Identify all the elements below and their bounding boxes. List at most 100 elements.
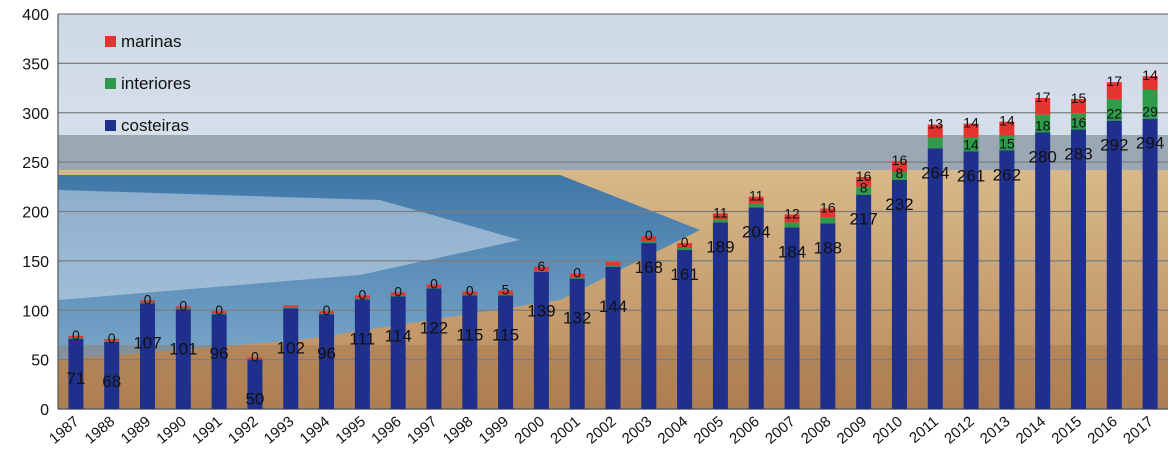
bar-marinas-2011 (927, 124, 943, 138)
bar-interiores-2011 (927, 137, 943, 149)
data-label-costeiras: 96 (210, 344, 229, 363)
bar-interiores-2004 (677, 248, 693, 251)
bar-interiores-2014 (1035, 114, 1051, 133)
bar-costeiras-1992 (247, 359, 263, 409)
bar-marinas-2017 (1142, 76, 1158, 91)
bar-costeiras-2007 (784, 227, 800, 409)
data-label-marinas: 0 (72, 327, 80, 343)
legend-swatch-marinas (105, 36, 116, 47)
x-tick-label: 2007 (762, 413, 798, 447)
x-tick-label: 2001 (547, 413, 583, 447)
data-label-marinas: 13 (927, 116, 943, 132)
bar-interiores-2001 (569, 277, 585, 279)
data-label-costeiras: 144 (599, 297, 627, 316)
bar-interiores-1990 (175, 308, 191, 310)
data-label-marinas: 14 (963, 115, 979, 131)
bar-marinas-2013 (999, 121, 1015, 136)
data-label-marinas: 16 (856, 168, 872, 184)
bar-interiores-1997 (426, 287, 442, 289)
bar-costeiras-2008 (820, 223, 836, 409)
data-label-interiores: 22 (1107, 106, 1123, 122)
data-label-costeiras: 101 (169, 339, 197, 358)
data-label-marinas: 0 (358, 286, 366, 302)
bar-costeiras-2012 (963, 151, 979, 409)
bar-costeiras-2006 (748, 207, 764, 409)
bar-marinas-2000 (533, 266, 549, 271)
bar-costeiras-2002 (605, 266, 621, 409)
bar-interiores-1987 (68, 337, 84, 339)
x-tick-label: 2006 (726, 413, 762, 447)
bar-interiores-2017 (1142, 90, 1158, 119)
x-tick-label: 2002 (583, 413, 619, 447)
data-label-marinas: 14 (1142, 67, 1158, 83)
data-label-marinas: 11 (749, 188, 764, 204)
bar-marinas-2006 (748, 196, 764, 204)
data-label-marinas: 6 (537, 258, 545, 274)
bar-marinas-2016 (1106, 82, 1122, 99)
bar-costeiras-2015 (1070, 129, 1086, 409)
bar-costeiras-2011 (927, 148, 943, 410)
data-label-costeiras: 114 (385, 326, 412, 345)
bar-costeiras-2009 (856, 194, 872, 409)
bar-marinas-1992 (247, 357, 263, 360)
data-label-marinas: 0 (179, 297, 187, 313)
data-label-costeiras: 68 (102, 372, 121, 391)
x-tick-label: 1999 (476, 413, 512, 447)
data-label-marinas: 17 (1035, 89, 1051, 105)
data-label-costeiras: 132 (563, 309, 591, 328)
y-tick-label: 250 (22, 155, 49, 172)
x-tick-label: 1994 (297, 413, 333, 447)
data-label-costeiras: 232 (885, 195, 913, 214)
bar-marinas-1991 (211, 311, 227, 314)
x-tick-label: 1990 (153, 413, 189, 447)
bar-costeiras-1999 (498, 295, 514, 409)
bar-costeiras-2005 (712, 222, 728, 409)
legend-label-costeiras: costeiras (121, 116, 189, 135)
bar-marinas-1996 (390, 292, 406, 296)
data-label-costeiras: 96 (317, 344, 336, 363)
legend-swatch-costeiras (105, 120, 116, 131)
x-tick-label: 1992 (225, 413, 261, 447)
bar-marinas-2001 (569, 273, 585, 278)
x-tick-label: 1991 (189, 413, 225, 447)
data-label-costeiras: 50 (245, 390, 264, 409)
data-label-marinas: 16 (892, 152, 908, 168)
x-tick-label: 2000 (511, 413, 547, 447)
data-label-costeiras: 102 (277, 338, 305, 357)
x-tick-label: 2013 (977, 413, 1013, 447)
x-tick-label: 2003 (619, 413, 655, 447)
bar-marinas-2007 (784, 214, 800, 223)
data-label-costeiras: 161 (670, 265, 698, 284)
data-label-interiores: 29 (1142, 104, 1158, 120)
data-label-costeiras: 262 (993, 165, 1021, 184)
data-label-costeiras: 107 (133, 333, 161, 352)
x-tick-label: 1993 (261, 413, 297, 447)
bar-interiores-2005 (712, 219, 728, 223)
legend: marinas interiores costeiras (105, 32, 191, 135)
x-tick-label: 2008 (798, 413, 834, 447)
bar-costeiras-2013 (999, 150, 1015, 409)
data-label-marinas: 15 (1071, 90, 1087, 106)
bars-group (68, 76, 1158, 410)
data-label-marinas: 0 (681, 234, 689, 250)
bar-interiores-2006 (748, 203, 764, 208)
bar-interiores-2015 (1070, 113, 1086, 130)
bar-costeiras-2017 (1142, 118, 1158, 410)
bar-costeiras-1998 (462, 295, 478, 409)
bar-interiores-1993 (283, 307, 299, 309)
data-label-marinas: 0 (251, 349, 259, 365)
bar-marinas-2010 (891, 161, 907, 172)
x-tick-label: 1987 (46, 413, 82, 447)
bar-marinas-1998 (462, 291, 478, 295)
bar-costeiras-2010 (891, 179, 907, 409)
data-label-costeiras: 139 (527, 302, 555, 321)
bar-marinas-2003 (641, 236, 657, 242)
bar-marinas-2009 (856, 176, 872, 187)
bar-costeiras-1991 (211, 314, 227, 409)
bar-interiores-2010 (891, 172, 907, 180)
bar-marinas-2008 (820, 208, 836, 218)
data-label-marinas: 0 (645, 227, 653, 243)
bar-marinas-2015 (1070, 98, 1086, 114)
bar-marinas-2005 (712, 213, 728, 220)
